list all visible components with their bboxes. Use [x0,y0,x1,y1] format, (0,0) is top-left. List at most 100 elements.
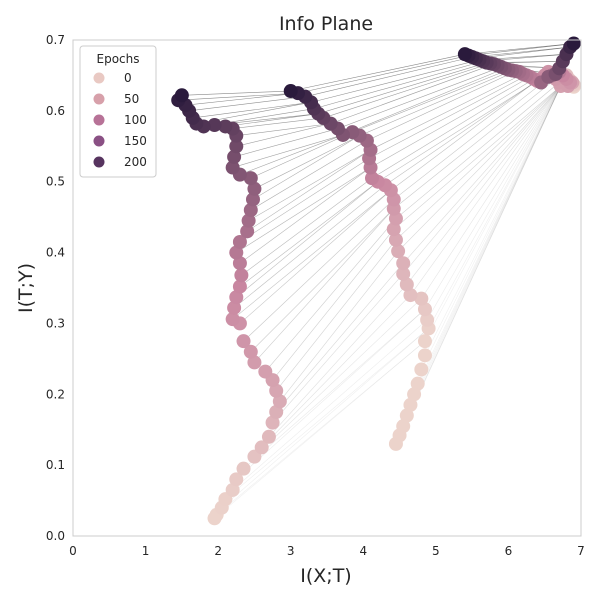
layer-link-line [192,102,312,119]
legend-label: 200 [124,155,147,169]
layer-link-line [178,92,298,101]
x-axis-label: I(X;T) [300,565,351,587]
layer-link-line [410,85,561,296]
layer-link-line [395,82,560,219]
layer-3-point [403,397,418,412]
layer-4-point [243,344,258,359]
layer-link-line [410,85,561,406]
layer-link-line [413,85,561,395]
chart-title: Info Plane [279,13,373,35]
layer-link-line [236,167,371,253]
x-tick-label: 7 [577,544,585,558]
layer-link-line [268,284,408,438]
layer-link-line [232,189,392,320]
layer-link-line [232,319,428,491]
layer-4-point [207,118,222,133]
layer-link-line [402,85,561,427]
y-tick-label: 0.7 [46,33,65,47]
layer-4-point [261,429,276,444]
data-points [171,36,581,526]
layer-link-line [216,340,426,515]
layer-4-point [227,149,242,164]
layer-4-point [243,203,258,218]
layer-link-line [297,55,469,94]
layer-link-line [236,123,331,147]
layer-link-line [464,43,574,55]
layer-4-point [241,213,256,228]
legend-label: 150 [124,134,147,148]
legend-title: Epochs [97,52,140,66]
layer-link-line [290,53,465,92]
layer-link-line [384,75,545,186]
layer-3-point [410,376,425,391]
layer-4-point [232,256,247,271]
layer-3-point [391,244,406,259]
layer-link-line [250,140,368,211]
x-tick-label: 6 [505,544,513,558]
layer-4-point [229,245,244,260]
layer-link-line [342,68,505,136]
layer-3-point [407,387,422,402]
layer-4-point [227,300,242,315]
layer-link-line [234,128,338,158]
layer-link-line [359,70,513,136]
layer-3-point [399,277,414,292]
layer-link-line [272,229,394,381]
layer-link-line [397,85,561,252]
layer-3-point [386,222,401,237]
layer-link-line [239,158,370,243]
x-tick-label: 3 [287,544,295,558]
layer-link-line [426,85,561,321]
layer-link-line [236,181,378,298]
layer-4-point [225,482,240,497]
legend-label: 50 [124,92,139,106]
layer-link-line [214,340,426,519]
layer-link-line [313,60,484,110]
layer-link-line [243,199,394,342]
x-tick-label: 4 [359,544,367,558]
layer-link-line [370,73,524,151]
layer-4-point [229,290,244,305]
layer-3-point [414,291,429,306]
layer-4-point [243,171,258,186]
legend: Epochs 0 50 100 150 200 [79,45,157,178]
layer-3-point [417,334,432,349]
layer-link-line [279,250,399,402]
y-tick-label: 0.0 [46,529,65,543]
y-tick-label: 0.3 [46,316,65,330]
layer-4-point [207,511,222,526]
layer-4-point [272,394,287,409]
legend-marker [93,114,105,126]
x-tick-label: 5 [432,544,440,558]
layer-link-line [330,63,495,124]
layer-link-line [247,149,371,232]
layer-link-line [239,189,392,324]
layer-link-line [368,75,527,159]
layer-4-point [236,461,251,476]
layer-3-point [417,302,432,317]
layer-link-line [254,208,394,363]
legend-label: 0 [124,71,132,85]
layer-link-line [406,85,561,285]
layer-link-line [371,78,534,179]
layer-link-line [352,69,509,133]
layer-link-line [232,117,324,129]
layer-link-line [254,135,360,190]
layer-4-point [245,192,260,207]
layer-link-line [189,96,306,112]
layer-3-point [399,408,414,423]
layer-link-line [310,59,480,103]
layer-link-line [252,135,360,200]
layer-3-point [403,288,418,303]
layer-link-line [239,167,371,264]
legend-marker [93,93,105,105]
layer-link-line [185,92,299,106]
layer-link-line [421,85,561,370]
y-tick-label: 0.5 [46,175,65,189]
layer-link-line [318,62,487,114]
layer-link-line [305,56,473,97]
y-tick-label: 0.4 [46,246,65,260]
layer-4-point [225,312,240,327]
layer-link-line [225,113,319,127]
